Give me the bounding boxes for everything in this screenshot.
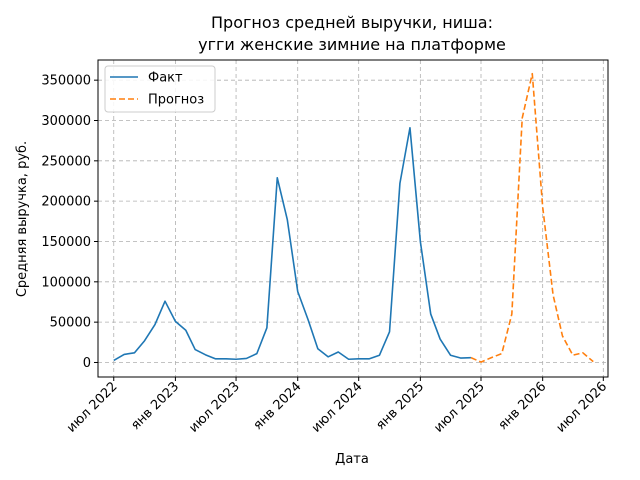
- y-tick-label: 200000: [41, 195, 91, 210]
- series-lines: [113, 72, 594, 363]
- y-tick-label: 250000: [41, 154, 91, 169]
- legend-label: Факт: [148, 71, 183, 86]
- y-axis-label: Средняя выручка, руб.: [15, 141, 30, 297]
- y-tick-label: 350000: [41, 74, 91, 89]
- x-axis-label: Дата: [335, 452, 369, 467]
- y-tick-label: 0: [83, 356, 91, 371]
- series-line-forecast: [470, 72, 594, 363]
- y-tick-label: 100000: [41, 275, 91, 290]
- plot-area-frame: [97, 59, 609, 378]
- series-line-actual: [113, 126, 471, 362]
- chart-title: Прогноз средней выручки, ниша: угги женс…: [198, 13, 506, 54]
- y-axis-ticks: 0 50000 100000 150000 200000 250000 300000 3500…: [41, 74, 98, 371]
- y-tick-label: 50000: [50, 316, 91, 331]
- legend-label: Прогноз: [148, 93, 204, 108]
- y-tick-label: 300000: [41, 114, 91, 129]
- y-tick-label: 150000: [41, 235, 91, 250]
- legend: Факт Прогноз: [104, 65, 216, 113]
- chart-title-line-2: угги женские зимние на платформе: [198, 35, 506, 54]
- chart-title-line-1: Прогноз средней выручки, ниша:: [211, 13, 493, 32]
